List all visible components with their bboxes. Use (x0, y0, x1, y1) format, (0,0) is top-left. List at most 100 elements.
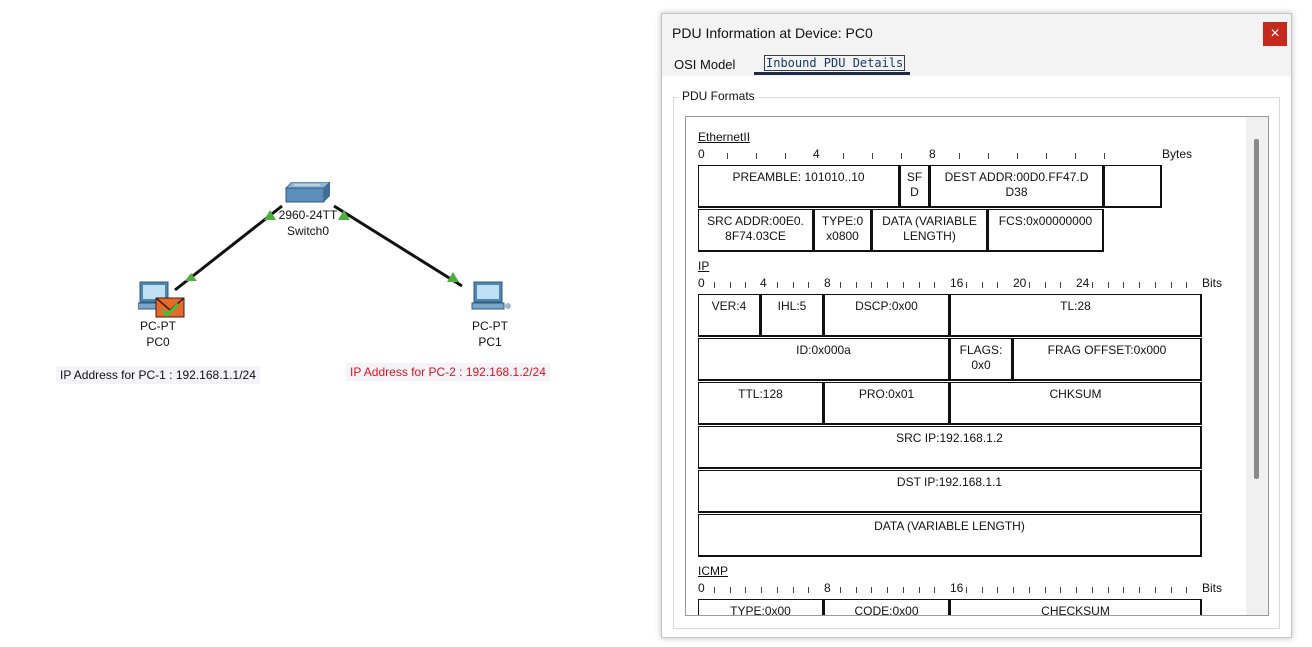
ruler-tick (1076, 587, 1077, 593)
ruler-tick (1013, 587, 1014, 593)
ruler-tick (902, 282, 904, 288)
close-icon: × (1270, 25, 1280, 42)
pc1-name: PC1 (478, 335, 502, 349)
switch-icon[interactable] (280, 182, 332, 208)
pc0-name: PC0 (146, 335, 170, 349)
field-sfd: SF D (900, 165, 930, 208)
ruler-tick (934, 587, 936, 593)
ruler-tick (745, 587, 747, 593)
pdu-formats-label: PDU Formats (678, 89, 759, 103)
ruler-tick (1028, 587, 1030, 593)
selected-tab-indicator (754, 72, 910, 75)
tab-inbound-label: Inbound PDU Details (764, 55, 906, 71)
pc0-label: PC-PT PC0 (122, 318, 194, 350)
ruler-tick (1186, 282, 1188, 288)
ruler-tick (792, 587, 794, 593)
switch-name: Switch0 (286, 224, 330, 238)
pdu-formats-panel[interactable]: EthernetII 0 4 8 Bytes PREAMBLE: 101010.… (685, 116, 1269, 616)
ruler-tick (965, 282, 967, 288)
ruler-tick (843, 153, 844, 159)
link-status-switch-left (264, 210, 276, 220)
ruler-tick (727, 153, 728, 159)
ruler-number: 8 (824, 276, 831, 290)
tab-bar: OSI Model Inbound PDU Details (662, 52, 1291, 76)
ruler-tick (1044, 587, 1046, 593)
ruler-number: 4 (760, 276, 767, 290)
ruler-tick (756, 153, 757, 159)
field-ver: VER:4 (698, 294, 761, 337)
ruler-tick (871, 282, 873, 288)
ruler-unit: Bits (1202, 581, 1223, 595)
ruler-tick (934, 282, 936, 288)
ruler-tick (981, 587, 983, 593)
scrollbar-thumb[interactable] (1254, 139, 1259, 479)
field-data: DATA (VARIABLE LENGTH) (872, 209, 988, 252)
ruler-number: 0 (698, 276, 705, 290)
ruler-tick (855, 282, 857, 288)
ruler-tick (871, 587, 873, 593)
link-status-pc0-end (185, 273, 197, 281)
ruler-tick (713, 282, 715, 288)
ruler-tick (745, 282, 747, 288)
ruler-tick (1075, 153, 1076, 159)
topology-canvas[interactable]: 2960-24TT Switch0 PC-PT PC0 PC-PT PC1 IP… (0, 0, 660, 647)
vertical-scrollbar[interactable] (1246, 117, 1268, 615)
ethernet-title: EthernetII (698, 130, 751, 144)
field-ihl: IHL:5 (761, 294, 824, 337)
ruler-tick (776, 587, 778, 593)
ruler-tick (792, 282, 794, 288)
field-flags: FLAGS: 0x0 (950, 338, 1013, 381)
ruler-unit: Bytes (1162, 147, 1193, 161)
dialog-titlebar[interactable]: PDU Information at Device: PC0 × (662, 14, 1291, 52)
ruler-number: 0 (698, 147, 705, 161)
ruler-tick (808, 282, 810, 288)
ruler-tick (729, 587, 731, 593)
pdu-formats-group (673, 97, 1280, 629)
field-dscp: DSCP:0x00 (824, 294, 950, 337)
ruler-tick (1060, 587, 1062, 593)
field-checksum: CHKSUM (950, 382, 1202, 425)
pdu-info-dialog: PDU Information at Device: PC0 × OSI Mod… (661, 13, 1292, 638)
topology-links (174, 204, 463, 292)
ruler-tick (1091, 282, 1093, 288)
ruler-tick (855, 587, 857, 593)
pc0-type: PC-PT (140, 319, 176, 333)
pc1-type: PC-PT (472, 319, 508, 333)
switch-model: 2960-24TT (278, 208, 338, 222)
ruler-tick (1060, 282, 1062, 288)
pc1-label: PC-PT PC1 (454, 318, 526, 350)
ethernet-ruler: 0 4 8 Bytes (698, 147, 1192, 161)
ruler-tick (761, 587, 762, 593)
ruler-tick (1104, 153, 1105, 159)
ruler-tick (1107, 282, 1109, 288)
ruler-tick (808, 587, 810, 593)
field-fcs: FCS:0x00000000 (988, 209, 1104, 252)
tab-osi-model[interactable]: OSI Model (674, 57, 736, 72)
ruler-tick (887, 282, 888, 288)
ruler-tick (887, 587, 888, 593)
ruler-tick (1123, 282, 1125, 288)
ruler-tick (901, 153, 902, 159)
ruler-tick (1107, 587, 1109, 593)
ruler-tick (1139, 282, 1140, 288)
field-preamble: PREAMBLE: 101010..10 (698, 165, 900, 208)
ruler-unit: Bits (1202, 276, 1223, 290)
pc0-icon[interactable] (138, 280, 188, 320)
ruler-tick (713, 587, 715, 593)
ruler-tick (981, 282, 983, 288)
dialog-title: PDU Information at Device: PC0 (672, 25, 873, 41)
ruler-number: 20 (1013, 276, 1027, 290)
ip-ruler: 0 4 8 16 20 24 Bits (698, 276, 1238, 290)
field-icmp-checksum: CHECKSUM (950, 599, 1202, 615)
tab-inbound-pdu-details[interactable]: Inbound PDU Details (753, 55, 916, 71)
field-icmp-code: CODE:0x00 (824, 599, 950, 615)
ruler-tick (729, 282, 731, 288)
ruler-tick (1139, 587, 1140, 593)
icmp-title: ICMP (698, 564, 728, 578)
ruler-number: 16 (950, 581, 964, 595)
pc1-icon[interactable] (470, 280, 514, 312)
pc0-ip-note[interactable]: IP Address for PC-1 : 192.168.1.1/24 (56, 366, 260, 384)
close-button[interactable]: × (1263, 22, 1287, 46)
field-id: ID:0x000a (698, 338, 950, 381)
pc1-ip-note[interactable]: IP Address for PC-2 : 192.168.1.2/24 (346, 363, 550, 381)
